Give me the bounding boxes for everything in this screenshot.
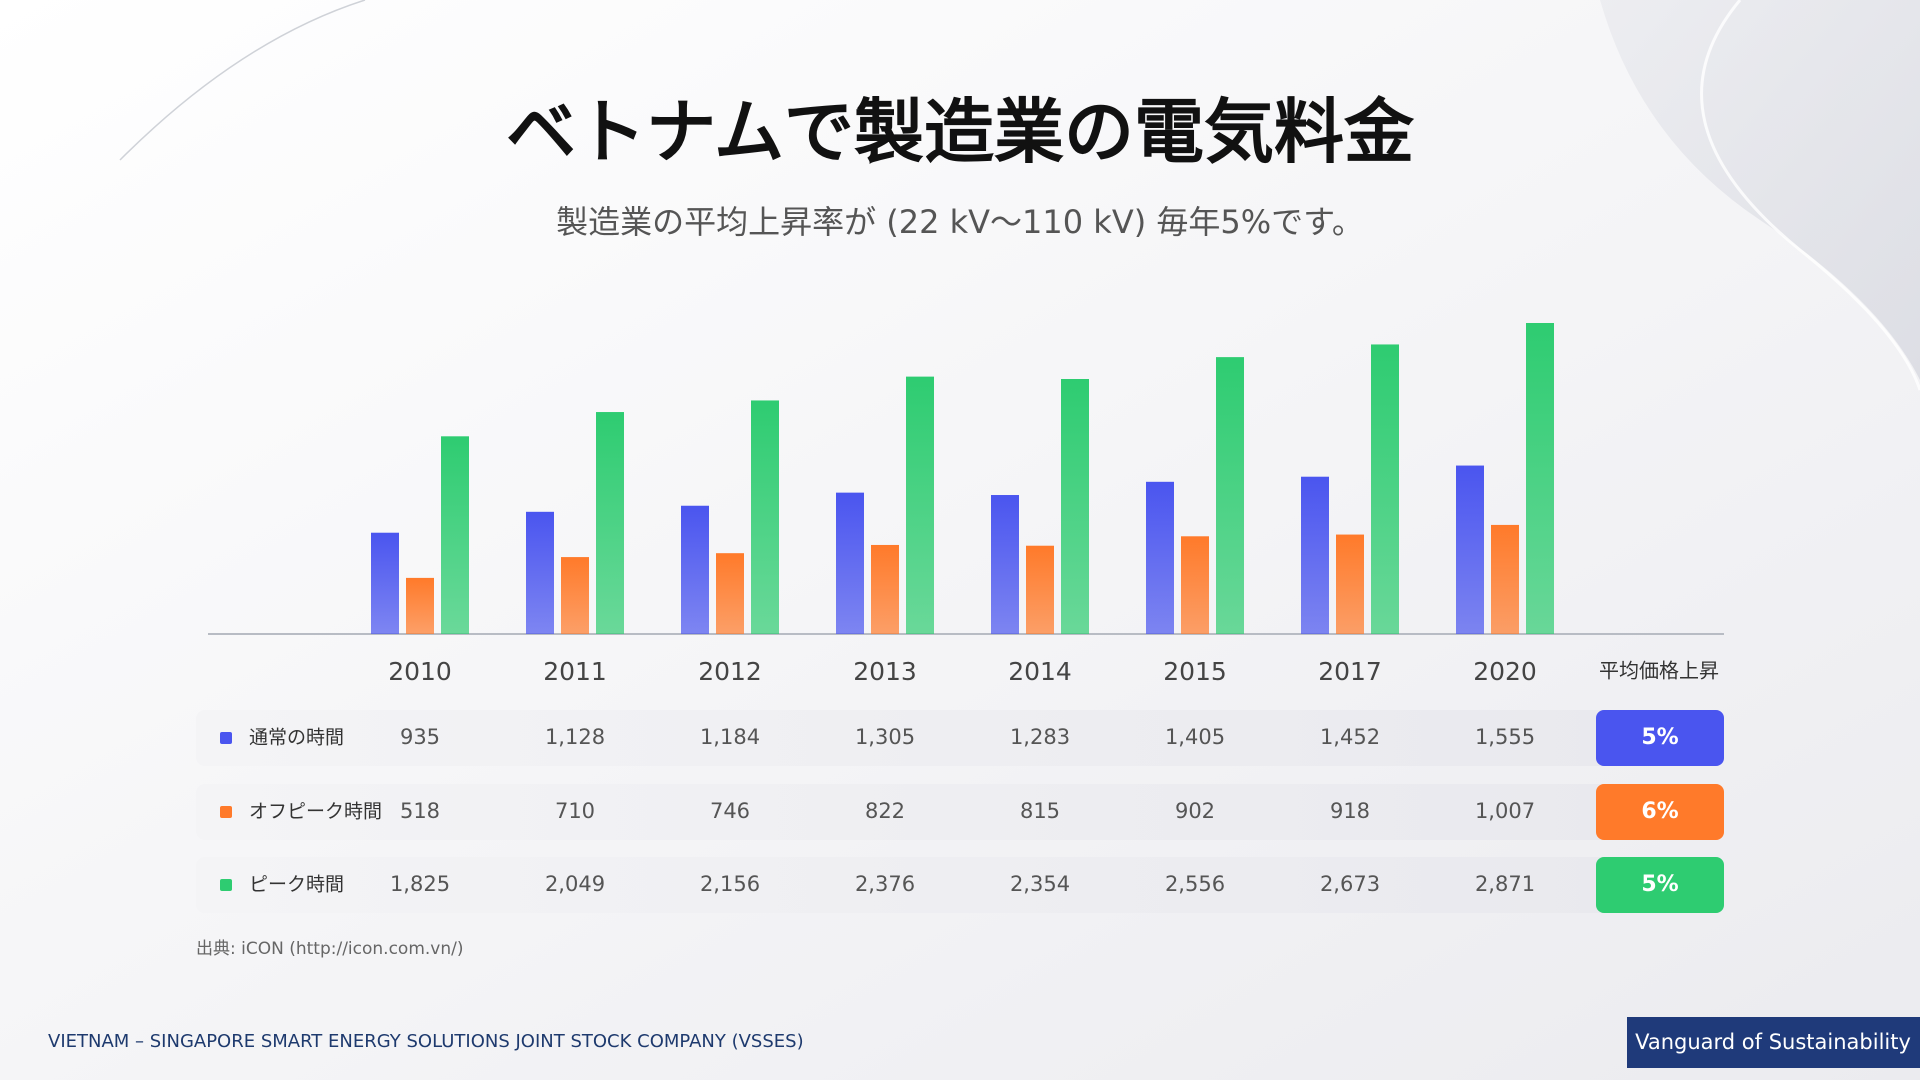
bar <box>1146 481 1174 634</box>
x-tick-label: 2017 <box>1318 657 1382 686</box>
bar <box>1216 357 1244 634</box>
bar <box>1026 545 1054 634</box>
table-cell: 1,007 <box>1475 799 1535 823</box>
legend-label: オフピーク時間 <box>249 801 382 823</box>
table-cell: 1,128 <box>545 725 605 749</box>
tagline-box <box>1627 1017 1920 1068</box>
table-cell: 902 <box>1175 799 1215 823</box>
bar <box>561 557 589 634</box>
bar <box>1491 524 1519 634</box>
table-cell: 815 <box>1020 799 1060 823</box>
table-cell: 2,871 <box>1475 872 1535 896</box>
chart-subtitle: 製造業の平均上昇率が (22 kV〜110 kV) 毎年5%です。 <box>556 203 1364 241</box>
table-cell: 918 <box>1330 799 1370 823</box>
increase-label: 5% <box>1641 725 1678 750</box>
source: 出典: iCON (http://icon.com.vn/) <box>196 939 464 959</box>
bar <box>991 495 1019 634</box>
table-cell: 935 <box>400 725 440 749</box>
table-cell: 2,156 <box>700 872 760 896</box>
bar <box>1181 536 1209 634</box>
table-cell: 2,354 <box>1010 872 1070 896</box>
bar <box>596 412 624 634</box>
bar <box>906 376 934 634</box>
legend-swatch <box>220 732 232 744</box>
company-name: VIETNAM – SINGAPORE SMART ENERGY SOLUTIO… <box>48 1031 804 1052</box>
column-header: 平均価格上昇 <box>1599 659 1719 683</box>
table-cell: 746 <box>710 799 750 823</box>
legend-label: 通常の時間 <box>249 727 344 749</box>
increase-label: 5% <box>1641 872 1678 897</box>
table-cell: 2,049 <box>545 872 605 896</box>
legend-label: ピーク時間 <box>249 874 344 896</box>
increase-label: 6% <box>1641 799 1678 824</box>
decoration <box>1700 0 1920 391</box>
x-tick-label: 2010 <box>388 657 452 686</box>
increase-pill <box>1596 710 1724 766</box>
bar <box>751 400 779 634</box>
table-row <box>196 857 1616 913</box>
bar <box>441 436 469 634</box>
bar <box>1526 323 1554 634</box>
legend-swatch <box>220 879 232 891</box>
x-tick-label: 2013 <box>853 657 917 686</box>
x-tick-label: 2014 <box>1008 657 1072 686</box>
table-cell: 2,556 <box>1165 872 1225 896</box>
table-cell: 710 <box>555 799 595 823</box>
bar <box>371 532 399 634</box>
table-row <box>196 710 1616 766</box>
increase-pill <box>1596 857 1724 913</box>
decoration <box>1600 0 1920 380</box>
bar <box>681 505 709 634</box>
bar <box>1061 379 1089 634</box>
table-row <box>196 784 1616 840</box>
table-cell: 2,376 <box>855 872 915 896</box>
table-cell: 518 <box>400 799 440 823</box>
x-tick-label: 2015 <box>1163 657 1227 686</box>
chart-title: ベトナムで製造業の電気料金 <box>506 91 1415 173</box>
decoration <box>119 0 366 161</box>
table-cell: 1,825 <box>390 872 450 896</box>
table-cell: 822 <box>865 799 905 823</box>
bar <box>1301 476 1329 634</box>
bar <box>526 511 554 634</box>
legend-swatch <box>220 806 232 818</box>
x-tick-label: 2012 <box>698 657 762 686</box>
bar <box>1336 534 1364 634</box>
table-cell: 1,452 <box>1320 725 1380 749</box>
bar <box>716 553 744 634</box>
increase-pill <box>1596 784 1724 840</box>
table-cell: 1,555 <box>1475 725 1535 749</box>
bar <box>1456 465 1484 634</box>
table-cell: 1,405 <box>1165 725 1225 749</box>
bar <box>1371 344 1399 634</box>
x-tick-label: 2011 <box>543 657 607 686</box>
x-tick-label: 2020 <box>1473 657 1537 686</box>
bar <box>836 492 864 634</box>
bar <box>871 544 899 634</box>
tagline: Vanguard of Sustainability <box>1635 1030 1911 1054</box>
table-cell: 1,184 <box>700 725 760 749</box>
bar <box>406 577 434 634</box>
table-cell: 1,305 <box>855 725 915 749</box>
table-cell: 1,283 <box>1010 725 1070 749</box>
table-cell: 2,673 <box>1320 872 1380 896</box>
